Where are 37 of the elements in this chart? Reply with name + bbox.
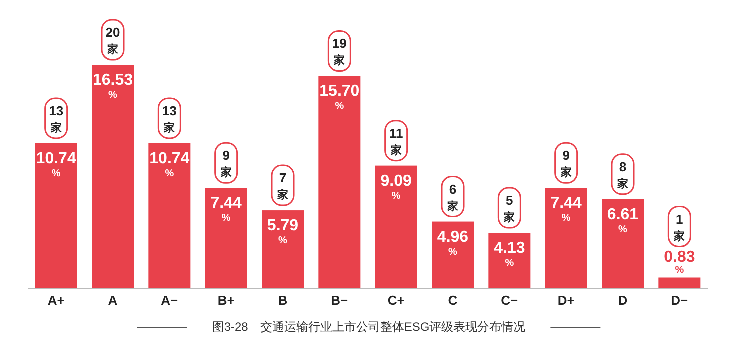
x-tick-label: B−: [331, 293, 349, 308]
annotation: 9家: [560, 148, 572, 180]
x-tick-label: D−: [671, 293, 689, 308]
data-label: 10.74 %: [150, 150, 190, 180]
x-tick-label: C+: [388, 293, 406, 308]
annotation: 7家: [276, 170, 288, 202]
data-label: 7.44 %: [210, 195, 242, 224]
annotation: 8家: [616, 159, 628, 190]
annotation: 9家: [220, 148, 232, 180]
data-label: 4.96 %: [437, 228, 469, 258]
data-label: 4.13 %: [494, 240, 526, 270]
data-label: 10.74 %: [36, 150, 76, 180]
x-tick-label: D+: [558, 293, 576, 308]
x-tick-label: A: [108, 293, 118, 308]
data-label: 15.70 %: [320, 83, 360, 112]
annotation: 20家: [106, 25, 120, 56]
data-label: 16.53 %: [92, 72, 134, 101]
data-label: 5.79 %: [267, 218, 299, 247]
data-label: 7.44 %: [550, 195, 582, 224]
annotation: 1家: [673, 212, 686, 243]
annotation: 19家: [332, 36, 347, 68]
x-tick-label: B: [278, 293, 288, 308]
x-tick-label: A+: [48, 293, 66, 308]
data-label: 6.61 %: [607, 206, 639, 236]
x-tick-label: B+: [218, 293, 236, 308]
annotation: 13家: [49, 103, 64, 134]
text: 图3-28 交通运输行业上市公司整体ESG评级表现分布情况: [212, 320, 526, 334]
data-label: 9.09 %: [380, 172, 412, 202]
x-tick-label: A−: [161, 293, 179, 308]
annotation: 5家: [503, 193, 516, 224]
x-tick-label: C: [448, 293, 458, 308]
annotation: 6家: [446, 182, 458, 213]
x-tick-label: D: [618, 293, 628, 308]
annotation: 11家: [389, 126, 404, 157]
data-label: 0.83 %: [664, 248, 696, 276]
annotation: 13家: [162, 103, 177, 134]
x-tick-label: C−: [501, 293, 519, 308]
